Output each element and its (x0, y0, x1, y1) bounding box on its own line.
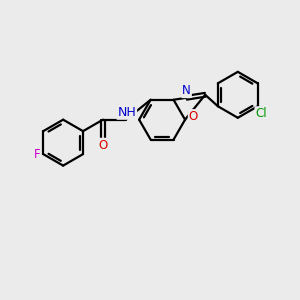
Text: N: N (182, 84, 191, 97)
Text: Cl: Cl (255, 107, 267, 120)
Text: NH: NH (117, 106, 136, 119)
Text: O: O (98, 139, 107, 152)
Text: F: F (34, 148, 40, 160)
Text: O: O (189, 110, 198, 123)
